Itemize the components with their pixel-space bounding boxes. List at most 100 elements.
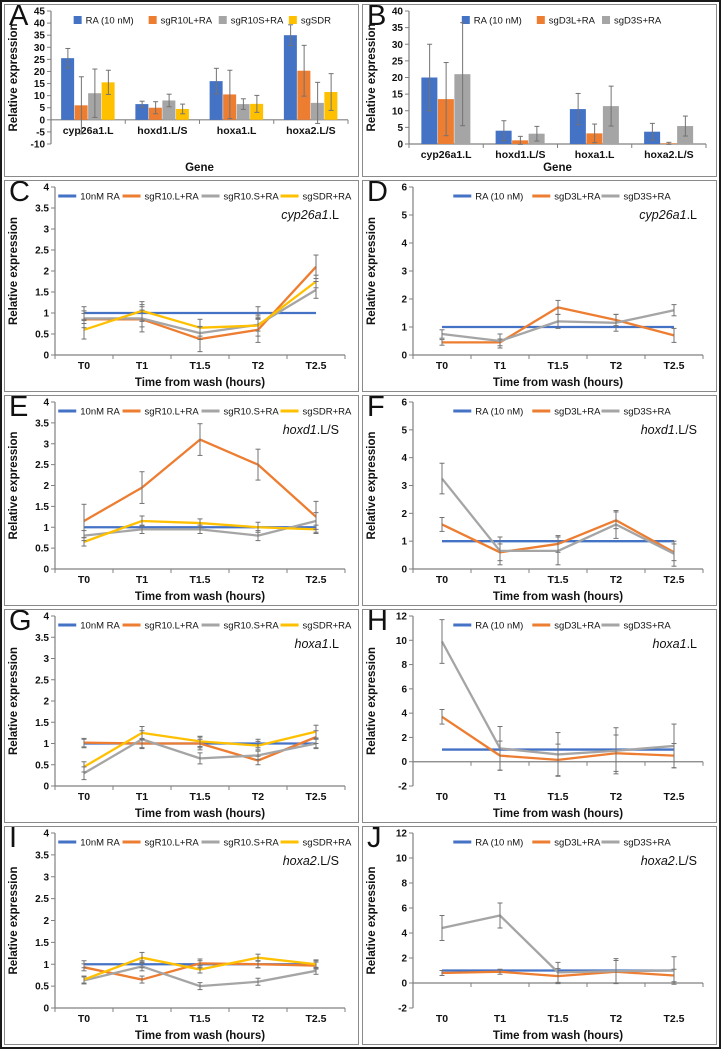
- line-chart-I: 0 0.5 1 1.5 2 2.5 3 3.5 4 T0 T1 T1.5 T2 T2.5 Time from…: [8, 829, 352, 1043]
- svg-text:0: 0: [43, 1004, 49, 1015]
- svg-text:T1: T1: [494, 1013, 506, 1025]
- svg-text:1.5: 1.5: [35, 718, 49, 729]
- panel-letter: G: [9, 609, 32, 637]
- svg-text:6: 6: [401, 183, 407, 194]
- svg-text:T2.5: T2.5: [305, 360, 326, 372]
- svg-text:T1: T1: [494, 791, 506, 803]
- svg-text:30: 30: [392, 40, 404, 51]
- svg-text:4: 4: [401, 709, 407, 720]
- svg-text:sgSDR+RA: sgSDR+RA: [303, 192, 352, 203]
- svg-text:T0: T0: [78, 791, 90, 803]
- svg-text:12: 12: [396, 612, 408, 623]
- svg-text:hoxd1.L/S: hoxd1.L/S: [495, 149, 545, 161]
- svg-text:3: 3: [43, 225, 49, 236]
- svg-text:sgD3L+RA: sgD3L+RA: [549, 16, 596, 27]
- svg-text:hoxd1.L/S: hoxd1.L/S: [283, 423, 339, 437]
- svg-text:2.5: 2.5: [35, 246, 49, 257]
- svg-text:Relative expression: Relative expression: [8, 23, 20, 131]
- svg-text:T2: T2: [252, 1013, 264, 1025]
- svg-text:sgR10.L+RA: sgR10.L+RA: [145, 838, 200, 849]
- svg-text:T1: T1: [136, 574, 148, 586]
- svg-text:sgD3S+RA: sgD3S+RA: [624, 407, 672, 418]
- svg-text:T0: T0: [436, 791, 448, 803]
- panel-letter: H: [367, 609, 388, 637]
- svg-text:RA (10 nM): RA (10 nM): [474, 16, 522, 27]
- svg-text:3.5: 3.5: [35, 633, 49, 644]
- svg-text:4: 4: [43, 612, 49, 623]
- svg-text:T2: T2: [610, 360, 622, 372]
- svg-text:3.5: 3.5: [35, 418, 49, 429]
- svg-text:4: 4: [43, 398, 49, 409]
- svg-text:T1: T1: [494, 360, 506, 372]
- svg-text:hoxa2.L/S: hoxa2.L/S: [644, 149, 694, 161]
- svg-text:sgSDR: sgSDR: [301, 16, 331, 27]
- svg-text:25: 25: [392, 56, 404, 67]
- svg-text:Time from wash (hours): Time from wash (hours): [135, 1030, 265, 1042]
- svg-text:5: 5: [401, 211, 407, 222]
- panel-D: D 0 1 2 3 4 5 6 T0 T1 T1.5 T2 T2.5 Time from wash (h…: [362, 180, 717, 392]
- svg-text:4: 4: [43, 829, 49, 840]
- svg-text:0.5: 0.5: [35, 760, 49, 771]
- svg-text:2.5: 2.5: [35, 894, 49, 905]
- panel-E: E 0 0.5 1 1.5 2 2.5 3 3.5 4 T0 T1 T1.5 T2 T2.5 Time fr…: [4, 395, 359, 606]
- svg-text:0.5: 0.5: [35, 544, 49, 555]
- svg-text:T0: T0: [436, 360, 448, 372]
- svg-text:RA (10 nM): RA (10 nM): [475, 838, 523, 849]
- svg-text:RA (10 nM): RA (10 nM): [475, 192, 523, 203]
- svg-text:sgSDR+RA: sgSDR+RA: [303, 838, 352, 849]
- svg-text:10nM RA: 10nM RA: [80, 838, 120, 849]
- svg-text:Time from wash (hours): Time from wash (hours): [493, 808, 623, 820]
- svg-text:12: 12: [396, 829, 408, 840]
- svg-text:T2.5: T2.5: [663, 360, 684, 372]
- svg-text:sgD3L+RA: sgD3L+RA: [554, 621, 601, 632]
- svg-text:Time from wash (hours): Time from wash (hours): [493, 591, 623, 603]
- svg-text:3: 3: [43, 654, 49, 665]
- svg-text:sgD3S+RA: sgD3S+RA: [624, 838, 672, 849]
- panel-B: B 0 5 10 15 20 25 30 35 40 cyp26a1.L hoxd1.L/S hoxa…: [362, 4, 717, 177]
- line-chart-J: -2 0 2 4 6 8 10 12 T0 T1 T1.5 T2 T2.5 Time from wash …: [366, 829, 704, 1042]
- svg-text:0.5: 0.5: [35, 330, 49, 341]
- svg-text:3: 3: [43, 439, 49, 450]
- svg-text:1: 1: [43, 309, 49, 320]
- svg-text:25: 25: [34, 55, 46, 66]
- svg-text:45: 45: [34, 7, 46, 18]
- svg-text:Relative expression: Relative expression: [8, 431, 20, 539]
- svg-text:40: 40: [392, 7, 404, 18]
- svg-text:T2.5: T2.5: [305, 791, 326, 803]
- svg-text:15: 15: [392, 90, 404, 101]
- svg-text:T0: T0: [78, 574, 90, 586]
- svg-text:3.5: 3.5: [35, 204, 49, 215]
- line-chart-G: 0 0.5 1 1.5 2 2.5 3 3.5 4 T0 T1 T1.5 T2 T2.5 Time from…: [8, 612, 352, 821]
- svg-text:T2.5: T2.5: [663, 1013, 684, 1025]
- svg-text:0: 0: [43, 351, 49, 362]
- svg-text:3.5: 3.5: [35, 850, 49, 861]
- svg-text:T1.5: T1.5: [189, 1013, 210, 1025]
- svg-text:2: 2: [401, 295, 407, 306]
- svg-text:Gene: Gene: [185, 162, 214, 174]
- svg-text:10: 10: [392, 106, 404, 117]
- svg-text:1: 1: [43, 739, 49, 750]
- svg-text:2.5: 2.5: [35, 675, 49, 686]
- panel-letter: F: [367, 395, 385, 423]
- svg-text:T2: T2: [252, 791, 264, 803]
- svg-text:Time from wash (hours): Time from wash (hours): [135, 591, 265, 603]
- svg-text:4: 4: [401, 453, 407, 464]
- svg-text:Time from wash (hours): Time from wash (hours): [135, 377, 265, 389]
- svg-text:10: 10: [396, 636, 408, 647]
- svg-text:0: 0: [39, 115, 45, 126]
- svg-text:5: 5: [397, 123, 403, 134]
- svg-text:sgR10.S+RA: sgR10.S+RA: [224, 621, 280, 632]
- line-chart-H: -2 0 2 4 6 8 10 12 T0 T1 T1.5 T2 T2.5 Time from wash …: [366, 612, 704, 820]
- svg-text:0: 0: [43, 565, 49, 576]
- svg-text:sgR10.S+RA: sgR10.S+RA: [224, 838, 280, 849]
- svg-text:cyp26a1.L: cyp26a1.L: [63, 125, 114, 137]
- svg-text:sgD3L+RA: sgD3L+RA: [554, 838, 601, 849]
- svg-text:sgR10.S+RA: sgR10.S+RA: [224, 407, 280, 418]
- svg-text:20: 20: [34, 67, 46, 78]
- svg-text:4: 4: [43, 183, 49, 194]
- svg-text:T1: T1: [136, 1013, 148, 1025]
- svg-text:Relative expression: Relative expression: [366, 217, 378, 325]
- svg-text:-5: -5: [36, 127, 45, 138]
